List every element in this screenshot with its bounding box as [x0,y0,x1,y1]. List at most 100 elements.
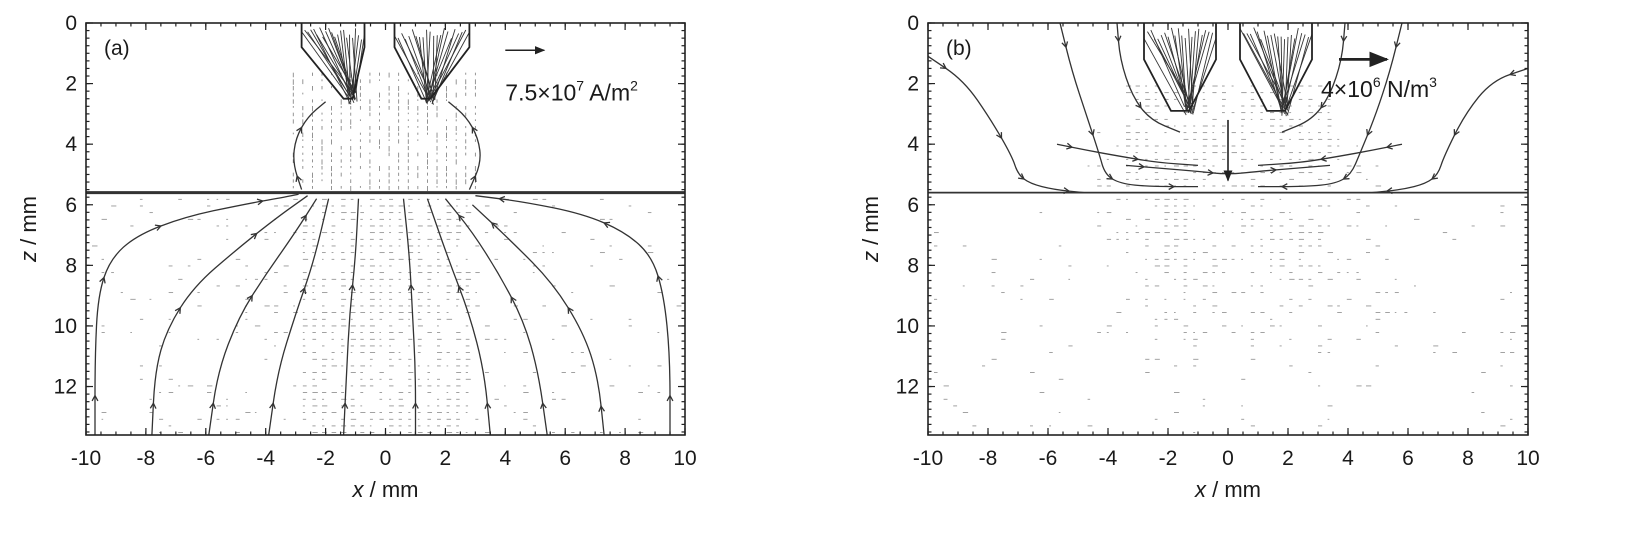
streamline-arrow [295,174,302,183]
streamline-arrow [149,401,157,409]
streamline-arrow [598,404,606,413]
x-tick-label: -2 [316,447,335,470]
streamline [1281,23,1346,133]
streamline-arrow [939,62,948,70]
streamline [1056,143,1199,167]
y-tick-label: 10 [54,315,77,338]
streamline-arrow [470,174,477,183]
streamline-arrow [510,296,517,304]
streamline-arrow [1066,142,1074,150]
streamline-arrow [1106,173,1114,180]
x-axis-unit: / mm [364,477,419,502]
ticks [85,22,686,435]
annot-exponent: 7 [576,77,584,93]
streamline [1258,23,1403,188]
streamline [208,198,318,435]
streamline-arrow [99,276,106,284]
x-tick-label: 6 [1402,447,1414,470]
streamline [151,195,308,435]
y-tick-label: 12 [896,376,919,399]
streamline [447,101,481,190]
streamline-arrow [154,224,163,231]
streamline-arrow [91,394,99,402]
annot-unit-exponent: 3 [1429,74,1437,90]
x-tick-label: 2 [440,447,452,470]
y-tick-label: 4 [907,133,919,156]
annot-unit-exponent: 2 [630,77,638,93]
streamline-arrow [1135,101,1142,109]
panel-label: (a) [104,37,130,60]
ticks [927,22,1529,435]
streamline-arrow [341,401,349,409]
streamline [1371,67,1528,194]
x-tick-label: -2 [1159,447,1178,470]
electrode-right [1239,23,1313,112]
electrode-left [300,23,366,100]
streamline-arrow [602,221,611,229]
streamline-arrow [1018,173,1026,180]
streamline-arrow [348,283,356,291]
y-tick-label: 2 [907,73,919,96]
y-tick-label: 8 [907,254,919,277]
y-tick-label: 6 [907,194,919,217]
streamline-arrow [1453,129,1460,137]
streamline-arrow [407,283,415,291]
panel-label: (b) [946,37,972,60]
x-tick-label: -10 [71,447,101,470]
streamline-arrow [1207,169,1215,176]
streamline [444,198,548,435]
electrode-field-lines [1143,27,1313,117]
streamline-arrow [996,132,1003,140]
y-axis-label: z / mm [858,196,883,263]
annot-base: 4×10 [1321,76,1373,102]
y-tick-label: 6 [65,194,77,217]
electrode-field-lines [301,27,470,105]
streamline-arrow [269,401,276,410]
streamline-arrow [1385,142,1393,150]
field-vectors [934,85,1516,433]
streamline-arrow [1366,129,1373,137]
annot-unit: N/m [1381,76,1430,102]
x-axis-unit: / mm [1206,477,1261,502]
electrode-left [1143,23,1217,112]
streamline-arrow [666,394,674,402]
streamline-arrow [1168,183,1176,191]
y-axis-var: z [16,251,41,263]
streamline [471,204,605,435]
streamline-arrow [209,401,217,410]
streamline-arrow [484,401,492,409]
x-tick-label: 10 [673,447,696,470]
y-tick-label: 10 [896,315,919,338]
x-tick-label: 4 [499,447,511,470]
annot-base: 7.5×10 [505,79,576,105]
y-tick-label: 0 [65,12,77,35]
y-axis-unit: / mm [16,196,41,251]
streamline-arrow [497,195,506,203]
streamline-arrow [1340,35,1348,43]
x-tick-label: -4 [256,447,275,470]
streamline-arrow [1342,173,1350,180]
streamline-arrow [1138,163,1146,170]
streamline [1116,23,1181,133]
streamline-arrow [412,401,419,409]
x-tick-label: 2 [1282,447,1294,470]
x-axis-label: x / mm [1194,477,1261,502]
streamline-arrow [1430,173,1438,180]
streamline [426,198,491,435]
x-tick-label: 10 [1516,447,1539,470]
x-axis-label: x / mm [352,477,419,502]
streamline-arrow [256,198,265,206]
streamline [293,101,327,190]
streamline [1059,23,1198,188]
x-tick-label: -8 [979,447,998,470]
streamline-arrow [1320,101,1327,109]
x-tick-label: -10 [913,447,943,470]
plot-frame [927,22,1529,436]
streamline-arrow [1061,41,1069,49]
annot-unit: A/m [584,79,630,105]
streamline [928,55,1085,194]
y-axis-label: z / mm [16,196,41,263]
y-tick-label: 8 [65,254,77,277]
